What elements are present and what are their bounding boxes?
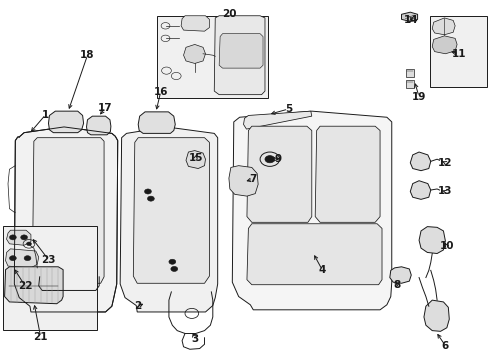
Polygon shape [86,116,111,135]
Text: 17: 17 [98,103,113,113]
Text: 3: 3 [191,333,198,343]
Polygon shape [246,126,311,222]
Text: 9: 9 [274,154,281,164]
Text: 18: 18 [80,50,95,60]
Polygon shape [315,126,379,222]
Polygon shape [181,16,209,31]
Polygon shape [389,267,410,283]
Circle shape [9,235,16,240]
Text: 2: 2 [134,301,142,311]
Text: 4: 4 [318,265,325,275]
Text: 20: 20 [221,9,236,19]
Polygon shape [138,112,175,134]
Text: 22: 22 [18,281,32,291]
Polygon shape [431,36,456,54]
Text: 10: 10 [439,241,453,251]
Text: 7: 7 [249,174,256,184]
Circle shape [147,196,154,201]
Circle shape [264,156,274,163]
Text: 5: 5 [284,104,291,114]
Polygon shape [183,44,205,63]
Polygon shape [185,150,205,168]
Polygon shape [133,138,209,283]
FancyBboxPatch shape [429,16,487,87]
Circle shape [26,242,31,246]
Polygon shape [431,18,454,35]
Bar [406,80,413,88]
Circle shape [168,259,175,264]
Circle shape [170,266,177,271]
Circle shape [144,189,151,194]
Text: 1: 1 [42,111,49,121]
Polygon shape [423,300,448,331]
Polygon shape [219,34,263,68]
Text: 23: 23 [41,255,56,265]
Text: 11: 11 [451,49,466,59]
Polygon shape [120,127,217,312]
Polygon shape [14,127,118,312]
Polygon shape [401,12,417,22]
Text: 21: 21 [33,332,48,342]
Text: 6: 6 [441,341,448,351]
Bar [406,69,413,77]
Polygon shape [6,230,31,245]
Polygon shape [214,16,264,95]
Polygon shape [243,111,311,129]
Polygon shape [409,181,430,199]
Polygon shape [409,152,430,171]
Text: 12: 12 [437,158,452,168]
FancyBboxPatch shape [3,226,97,330]
Polygon shape [32,138,104,283]
Polygon shape [14,127,118,312]
Circle shape [9,256,16,261]
Text: 13: 13 [437,186,452,197]
FancyBboxPatch shape [157,16,267,98]
Polygon shape [246,224,381,285]
Polygon shape [418,226,445,253]
Polygon shape [228,166,258,196]
Polygon shape [232,111,391,310]
Polygon shape [5,249,39,268]
Polygon shape [48,111,83,133]
Text: 16: 16 [153,87,167,97]
Polygon shape [4,267,63,304]
Text: 15: 15 [188,153,203,163]
Circle shape [24,256,31,261]
Text: 19: 19 [411,92,426,102]
Text: 8: 8 [392,280,400,290]
Text: 14: 14 [403,15,418,26]
Circle shape [20,235,27,240]
